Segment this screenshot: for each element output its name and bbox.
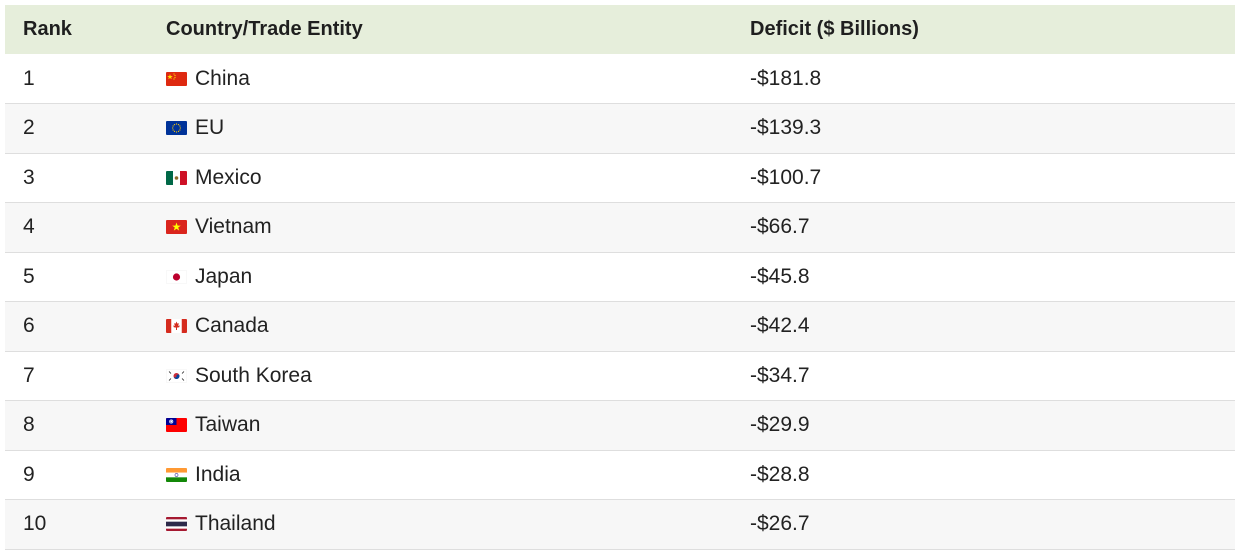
rank-cell: 6 [23, 314, 35, 338]
country-cell-content: Japan [166, 265, 730, 289]
rank-cell: 5 [23, 264, 35, 288]
header-rank: Rank [23, 18, 72, 40]
table-body: 1 China -$181.8 2 EU -$139.3 3 Mexico -$100.7 4 Vi… [5, 54, 1235, 549]
deficit-cell: -$34.7 [750, 363, 810, 387]
deficit-cell: -$181.8 [750, 66, 822, 90]
country-name: Canada [195, 314, 269, 338]
rank-cell: 7 [23, 363, 35, 387]
country-cell: Japan [146, 252, 730, 302]
country-cell-content: Canada [166, 314, 730, 338]
eu-flag-icon [166, 121, 187, 136]
country-cell: Mexico [146, 153, 730, 203]
deficit-cell: -$66.7 [750, 215, 810, 239]
country-name: South Korea [195, 363, 312, 387]
rank-cell: 2 [23, 116, 35, 140]
country-cell: South Korea [146, 351, 730, 401]
mexico-flag-icon [166, 170, 187, 185]
deficit-cell: -$29.9 [750, 413, 810, 437]
country-name: India [195, 462, 241, 486]
country-name: Vietnam [195, 215, 272, 239]
country-cell: Taiwan [146, 401, 730, 451]
table-row: 2 EU -$139.3 [5, 103, 1235, 154]
country-cell: Vietnam [146, 203, 730, 253]
country-name: Thailand [195, 512, 276, 536]
deficit-table-container: Rank Country/Trade Entity Deficit ($ Bil… [5, 5, 1235, 550]
deficit-cell: -$139.3 [750, 116, 822, 140]
table-row: 3 Mexico -$100.7 [5, 153, 1235, 203]
country-cell: EU [146, 104, 730, 154]
table-row: 1 China -$181.8 [5, 54, 1235, 104]
country-name: China [195, 66, 250, 90]
table-row: 8 Taiwan -$29.9 [5, 400, 1235, 451]
country-cell: China [146, 54, 730, 104]
rank-cell: 10 [23, 512, 47, 536]
trade-deficit-table: Rank Country/Trade Entity Deficit ($ Bil… [5, 5, 1235, 550]
vietnam-flag-icon [166, 220, 187, 235]
table-row: 9 India -$28.8 [5, 450, 1235, 500]
deficit-cell: -$42.4 [750, 314, 810, 338]
rank-cell: 9 [23, 462, 35, 486]
south-korea-flag-icon [166, 368, 187, 383]
country-cell: Thailand [146, 500, 730, 550]
deficit-cell: -$26.7 [750, 512, 810, 536]
country-cell-content: EU [166, 116, 730, 140]
table-row: 4 Vietnam -$66.7 [5, 202, 1235, 253]
rank-cell: 4 [23, 215, 35, 239]
country-name: Japan [195, 264, 253, 288]
japan-flag-icon [166, 269, 187, 284]
rank-cell: 8 [23, 413, 35, 437]
country-name: Taiwan [195, 413, 261, 437]
table-row: 5 Japan -$45.8 [5, 252, 1235, 302]
rank-cell: 1 [23, 66, 35, 90]
header-row: Rank Country/Trade Entity Deficit ($ Bil… [5, 5, 1235, 54]
table-row: 7 South Korea -$34.7 [5, 351, 1235, 401]
header-country: Country/Trade Entity [166, 18, 363, 40]
rank-cell: 3 [23, 165, 35, 189]
deficit-cell: -$100.7 [750, 165, 822, 189]
country-cell-content: Vietnam [166, 215, 730, 239]
taiwan-flag-icon [166, 418, 187, 433]
china-flag-icon [166, 71, 187, 86]
country-cell: India [146, 450, 730, 500]
deficit-cell: -$28.8 [750, 462, 810, 486]
thailand-flag-icon [166, 517, 187, 532]
country-cell-content: India [166, 463, 730, 487]
country-cell-content: China [166, 67, 730, 91]
country-cell-content: Thailand [166, 512, 730, 536]
country-cell-content: South Korea [166, 364, 730, 388]
table-row: 6 Canada -$42.4 [5, 301, 1235, 352]
country-cell-content: Mexico [166, 166, 730, 190]
header-deficit: Deficit ($ Billions) [750, 18, 919, 40]
country-name: Mexico [195, 165, 262, 189]
table-row: 10 Thailand -$26.7 [5, 499, 1235, 550]
india-flag-icon [166, 467, 187, 482]
country-name: EU [195, 116, 225, 140]
deficit-cell: -$45.8 [750, 264, 810, 288]
table-header: Rank Country/Trade Entity Deficit ($ Bil… [5, 5, 1235, 54]
country-cell-content: Taiwan [166, 413, 730, 437]
country-cell: Canada [146, 302, 730, 352]
canada-flag-icon [166, 319, 187, 334]
